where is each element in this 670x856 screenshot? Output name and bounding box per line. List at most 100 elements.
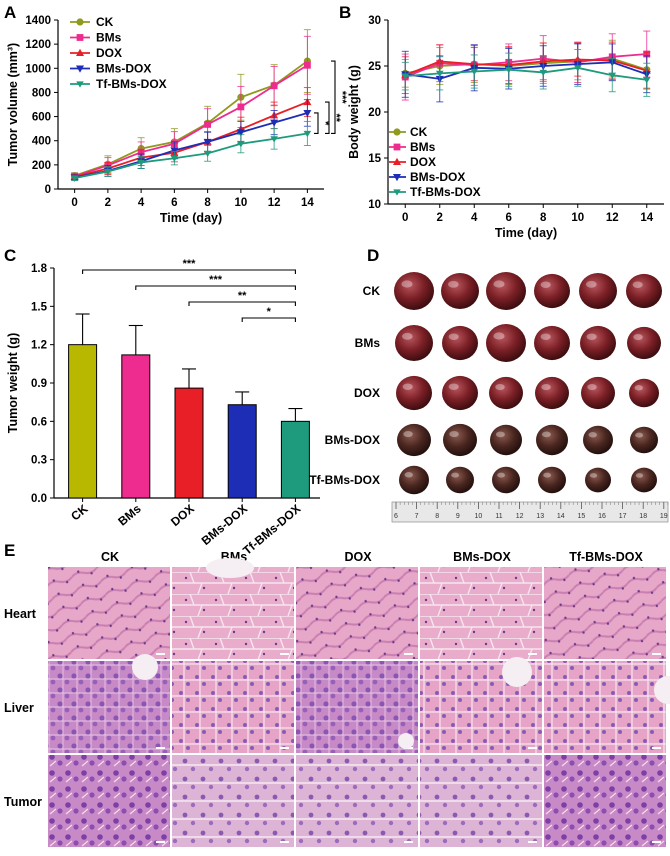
photo-background — [390, 262, 668, 494]
tumor-specimen — [534, 325, 570, 361]
ruler-label: 12 — [516, 513, 524, 520]
histology-image — [296, 755, 418, 847]
ruler-label: 7 — [415, 513, 419, 520]
specimen-highlight — [635, 473, 644, 478]
legend-label: BMs — [410, 140, 436, 154]
specimen-highlight — [402, 383, 413, 390]
tumor-specimen — [446, 466, 474, 494]
data-point — [104, 168, 112, 176]
data-point — [203, 150, 212, 157]
panel-letter-a: A — [4, 3, 16, 22]
histology-image — [296, 567, 418, 659]
significance-label: ** — [238, 290, 247, 302]
tumor-specimen — [538, 466, 566, 494]
scale-bar — [652, 841, 661, 843]
y-tick-label: 30 — [368, 15, 381, 27]
y-tick-label: 25 — [368, 61, 381, 73]
histology-row-label: Liver — [4, 701, 34, 715]
tumor-specimen — [627, 326, 661, 360]
photo-row-label: CK — [363, 284, 381, 298]
legend-marker — [393, 189, 401, 196]
y-tick-label: 800 — [32, 87, 51, 99]
scale-bar — [528, 653, 537, 655]
specimen-highlight — [493, 332, 505, 340]
bar-ck — [68, 344, 98, 499]
tumor-specimen — [534, 273, 570, 309]
data-point — [435, 70, 444, 77]
series-line — [405, 61, 648, 80]
specimen-highlight — [586, 280, 597, 288]
scale-bar — [280, 747, 289, 749]
ruler-label: 6 — [394, 513, 398, 520]
x-axis-label: Time (day) — [160, 211, 222, 225]
tumor-specimen — [579, 272, 617, 310]
ruler-label: 9 — [456, 513, 460, 520]
specimen-highlight — [589, 473, 598, 478]
series-line — [74, 64, 308, 178]
series-line — [404, 53, 647, 78]
x-tick-label: Tf-BMs-DOX — [240, 502, 303, 558]
y-tick-label: 400 — [32, 136, 51, 148]
specimen-highlight — [633, 333, 643, 341]
tumor-specimen — [492, 466, 520, 494]
vessel-lumen — [132, 654, 158, 680]
specimen-highlight — [448, 333, 459, 340]
data-point — [539, 69, 548, 77]
legend-marker — [76, 81, 84, 88]
bar-bms-dox — [227, 404, 257, 499]
data-point — [303, 109, 312, 118]
tumor-specimen — [394, 272, 434, 310]
data-point — [470, 68, 479, 76]
legend-label: CK — [410, 125, 428, 139]
specimen-highlight — [541, 383, 551, 391]
specimen-highlight — [493, 280, 505, 288]
x-tick-label: 12 — [268, 197, 281, 209]
panel-letter-e: E — [4, 541, 15, 560]
specimen-highlight — [401, 280, 413, 288]
y-tick-label: 0.9 — [31, 378, 47, 390]
photo-row-label: DOX — [354, 386, 380, 400]
specimen-highlight — [449, 430, 459, 438]
x-axis-label: Time (day) — [495, 226, 557, 240]
specimen-highlight — [448, 383, 459, 390]
photo-row-label: BMs — [355, 336, 381, 350]
ruler-label: 15 — [578, 513, 586, 520]
specimen-highlight — [497, 472, 506, 478]
histology-row-label: Heart — [4, 607, 37, 621]
specimen-highlight — [541, 431, 551, 438]
scale-bar — [156, 841, 165, 843]
y-tick-label: 200 — [32, 160, 51, 172]
scale-bar — [652, 653, 661, 655]
histology-image — [544, 567, 666, 659]
y-tick-label: 1200 — [25, 39, 51, 51]
y-tick-label: 0.0 — [31, 493, 47, 505]
specimen-highlight — [634, 385, 643, 391]
y-tick-label: 20 — [368, 107, 381, 119]
x-tick-label: CK — [68, 501, 91, 523]
tumor-specimen — [397, 423, 431, 457]
significance-bracket — [241, 317, 296, 322]
tumor-specimen — [396, 375, 432, 411]
scale-bar — [528, 841, 537, 843]
specimen-highlight — [451, 472, 460, 478]
ruler-label: 8 — [435, 513, 439, 520]
chart-tumor-weight: 0.0 0.3 0.6 0.9 1.2 1.5 1.8 Tumor weight (g) CK B… — [6, 258, 320, 558]
series-line — [404, 58, 648, 77]
data-point — [170, 147, 179, 155]
significance-label: * — [267, 306, 272, 318]
y-tick-label: 10 — [368, 199, 381, 211]
legend-label: DOX — [96, 46, 122, 60]
legend-marker — [76, 48, 84, 56]
legend-label: DOX — [410, 155, 436, 169]
tumor-specimen — [585, 467, 611, 493]
x-tick-label: 10 — [571, 212, 584, 224]
vessel-lumen — [206, 558, 254, 578]
data-point — [642, 77, 651, 84]
data-point — [270, 82, 278, 90]
tumor-specimen — [443, 423, 477, 457]
tumor-specimen — [631, 467, 657, 493]
tumor-specimen — [395, 324, 433, 362]
data-point — [270, 136, 278, 143]
histology-column-label: DOX — [344, 550, 372, 564]
